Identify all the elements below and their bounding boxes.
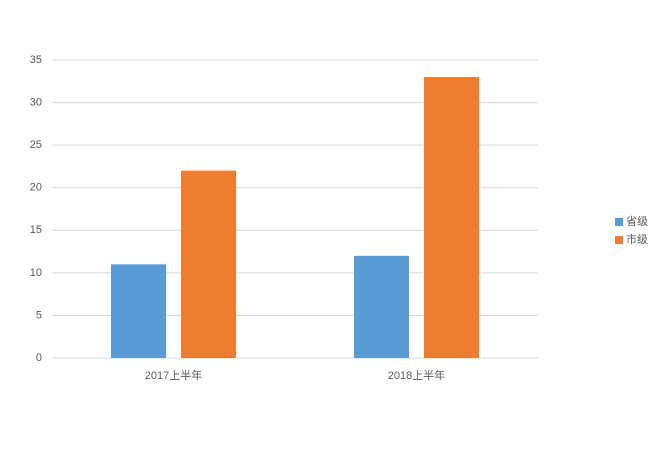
legend-swatch	[615, 218, 623, 226]
y-tick-label: 15	[30, 224, 42, 236]
y-tick-label: 5	[36, 309, 42, 321]
y-tick-label: 35	[30, 54, 42, 66]
bar	[111, 264, 166, 358]
y-tick-label: 20	[30, 182, 42, 194]
legend-label: 市级	[626, 232, 648, 246]
legend-label: 省级	[626, 215, 648, 228]
bar	[181, 170, 236, 358]
bar	[424, 77, 479, 359]
y-tick-label: 25	[30, 139, 42, 151]
x-tick-label: 2017上半年	[145, 368, 202, 382]
y-tick-label: 0	[36, 352, 42, 364]
x-tick-label: 2018上半年	[388, 368, 445, 382]
y-tick-label: 10	[30, 267, 42, 279]
bar	[354, 255, 409, 358]
legend-swatch	[615, 236, 623, 244]
y-tick-label: 30	[30, 96, 42, 108]
